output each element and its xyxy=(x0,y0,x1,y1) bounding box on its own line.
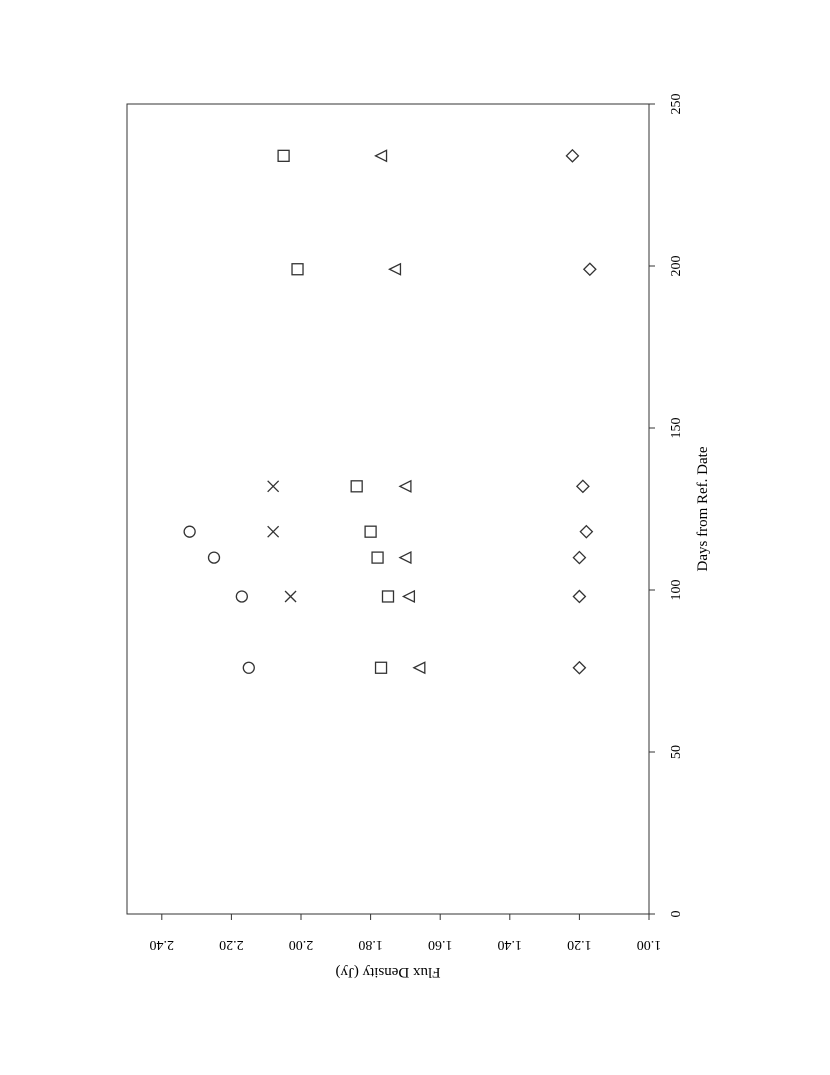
triangle-point xyxy=(412,661,426,675)
triangle-point xyxy=(401,589,416,604)
x-axis: 0 50 100 150 200 250 xyxy=(649,94,684,918)
diamond-point xyxy=(582,262,597,277)
x-tick-label: 0 xyxy=(669,911,684,918)
plot-frame xyxy=(126,103,650,915)
diamond-point xyxy=(575,479,590,494)
diamond-point xyxy=(572,550,587,565)
square-point xyxy=(291,263,304,276)
circle-point xyxy=(242,661,255,674)
square-point xyxy=(350,480,363,493)
y-tick-label: 1.20 xyxy=(567,937,592,952)
y-tick-label: 1.00 xyxy=(637,937,662,952)
x-tick-label: 50 xyxy=(669,745,684,759)
square-point xyxy=(381,590,395,603)
y-tick-label: 1.40 xyxy=(498,937,523,952)
circle-point xyxy=(207,551,221,564)
x-axis-title: Days from Ref. Date xyxy=(695,446,711,571)
square-point xyxy=(371,551,384,564)
diamond-point xyxy=(579,524,594,539)
y-tick-label: 1.60 xyxy=(428,937,453,952)
circle-point xyxy=(235,590,248,603)
y-tick-label: 1.80 xyxy=(358,937,383,952)
diamond-point xyxy=(572,660,587,675)
square-point xyxy=(277,149,290,162)
triangle-point xyxy=(398,479,412,493)
y-tick-label: 2.00 xyxy=(289,937,314,952)
triangle-point xyxy=(398,551,412,565)
cross-point xyxy=(284,590,297,603)
y-tick-label: 2.40 xyxy=(150,937,175,952)
x-tick-label: 200 xyxy=(669,256,684,277)
x-tick-label: 150 xyxy=(669,418,684,439)
triangle-point xyxy=(374,149,388,163)
square-point xyxy=(364,525,377,538)
diamond-point xyxy=(572,589,587,604)
y-axis-title: Flux Density (Jy) xyxy=(335,964,440,980)
circle-point xyxy=(183,525,196,538)
y-axis: 1.00 1.20 1.40 1.60 1.80 2.00 2.20 2.40 xyxy=(150,914,662,952)
square-point xyxy=(374,661,388,674)
cross-point xyxy=(267,480,280,493)
x-tick-label: 250 xyxy=(669,94,684,115)
x-tick-label: 100 xyxy=(669,580,684,601)
data-points xyxy=(183,148,597,675)
cross-point xyxy=(267,525,280,538)
triangle-point xyxy=(388,262,402,276)
diamond-point xyxy=(565,148,580,163)
y-tick-label: 2.20 xyxy=(219,937,244,952)
